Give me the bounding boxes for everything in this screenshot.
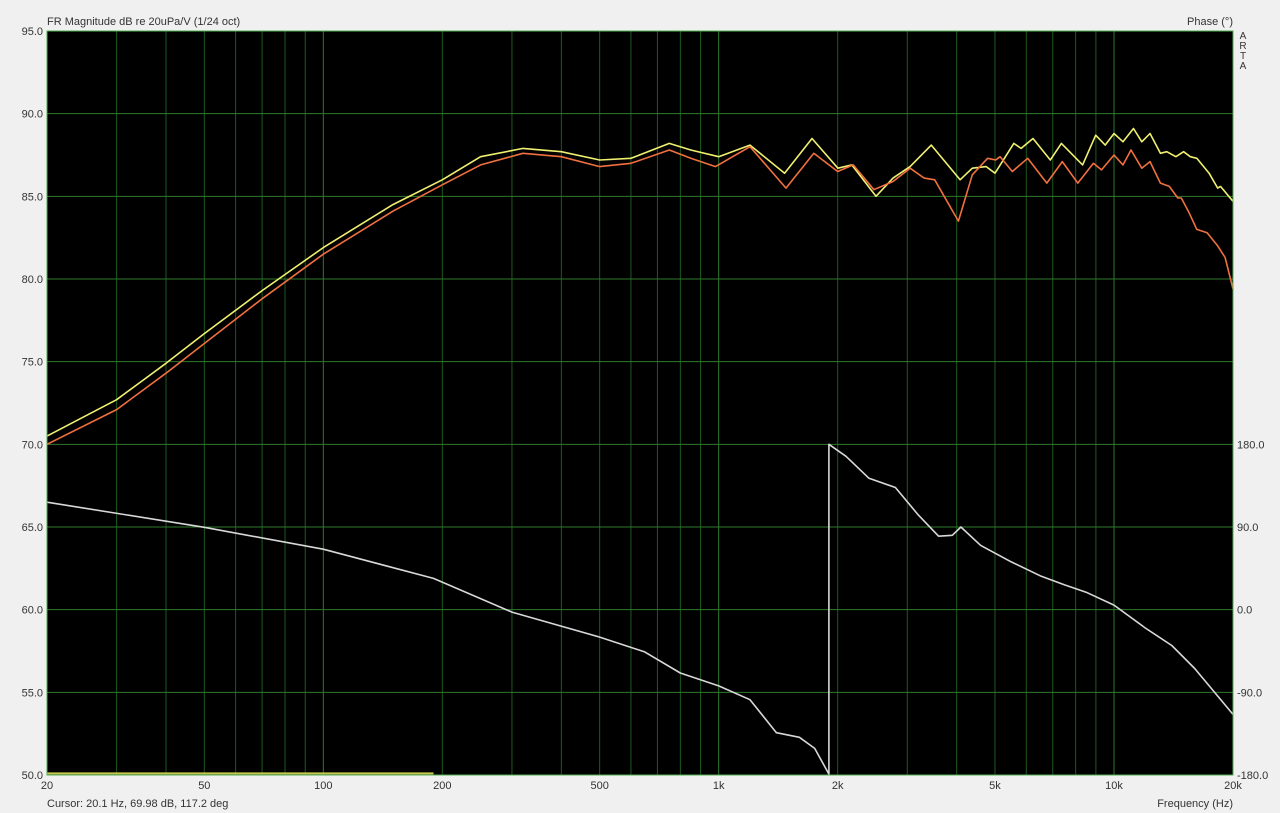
logo-letter: A	[1239, 31, 1247, 42]
x-tick-label: 5k	[989, 780, 1001, 792]
x-axis-label: Frequency (Hz)	[1157, 798, 1233, 810]
logo-letter: R	[1239, 41, 1247, 52]
phase-curve	[46, 443, 1234, 775]
response-curve-yellow	[46, 127, 1234, 437]
phase-tick-label: 0.0	[1237, 605, 1252, 617]
y-tick-label: 70.0	[22, 439, 43, 451]
x-tick-label: 500	[590, 780, 608, 792]
y-tick-label: 85.0	[22, 191, 43, 203]
y-tick-label: 65.0	[22, 522, 43, 534]
y-tick-label: 80.0	[22, 274, 43, 286]
y-tick-label: 55.0	[22, 687, 43, 699]
x-tick-label: 10k	[1105, 780, 1123, 792]
phase-tick-label: -90.0	[1237, 687, 1262, 699]
y-tick-label: 95.0	[22, 26, 43, 38]
plot-area[interactable]	[47, 31, 1233, 775]
x-tick-label: 1k	[713, 780, 725, 792]
phase-tick-label: 90.0	[1237, 522, 1258, 534]
x-tick-label: 50	[198, 780, 210, 792]
plot-border	[46, 30, 1234, 776]
x-tick-label: 20	[41, 780, 53, 792]
logo-letter: T	[1239, 51, 1247, 62]
phase-tick-label: 180.0	[1237, 439, 1265, 451]
phase-axis-label: Phase (°)	[1187, 16, 1233, 28]
x-tick-label: 200	[433, 780, 451, 792]
x-tick-label: 2k	[832, 780, 844, 792]
chart-title: FR Magnitude dB re 20uPa/V (1/24 oct)	[47, 16, 240, 28]
x-tick-label: 20k	[1224, 780, 1242, 792]
y-tick-label: 75.0	[22, 357, 43, 369]
y-tick-label: 50.0	[22, 770, 43, 782]
x-tick-label: 100	[314, 780, 332, 792]
y-tick-label: 90.0	[22, 109, 43, 121]
logo-letter: A	[1239, 61, 1247, 72]
response-curve-orange	[46, 145, 1234, 446]
cursor-readout: Cursor: 20.1 Hz, 69.98 dB, 117.2 deg	[47, 798, 228, 810]
axes: 20 50 100 200 500 1k 2k 5k 10k 20k 95.0 90.0 85.0 80.…	[22, 26, 1269, 792]
y-tick-label: 60.0	[22, 605, 43, 617]
series-group	[46, 127, 1234, 775]
phase-tick-label: -180.0	[1237, 770, 1268, 782]
